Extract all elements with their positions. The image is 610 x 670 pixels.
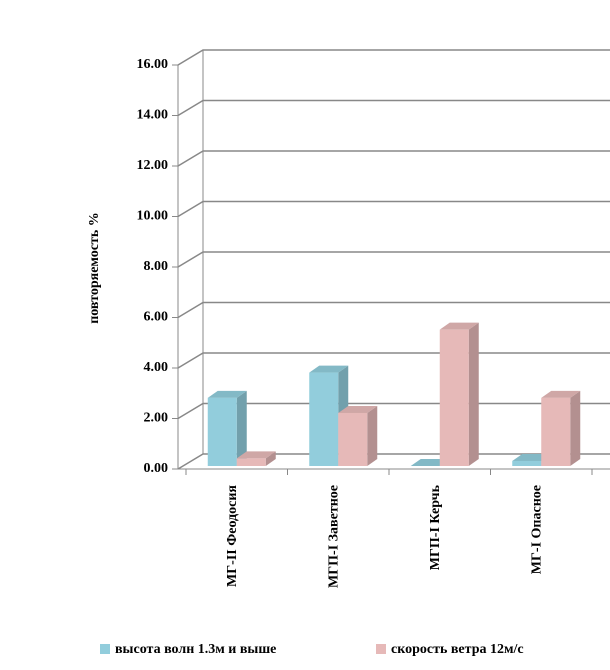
bar: [541, 390, 581, 466]
bar-top: [541, 390, 581, 398]
grid-line: [177, 200, 610, 218]
bar: [338, 405, 378, 466]
bar-top: [309, 365, 349, 373]
bar: [439, 322, 479, 466]
y-tick-label: 6.00: [144, 310, 169, 325]
bar-front: [338, 412, 368, 466]
bar-top: [236, 451, 276, 459]
y-tick-label: 8.00: [144, 259, 169, 274]
y-tick-label: 16.00: [137, 57, 169, 72]
bar-top: [439, 322, 479, 330]
bar-front: [309, 372, 339, 466]
grid-line: [177, 49, 610, 66]
x-tick-label: МГП-I Керчь: [428, 484, 443, 570]
y-tick-label: 2.00: [144, 411, 169, 426]
bar-front: [207, 397, 237, 466]
y-tick-label: 14.00: [137, 108, 169, 123]
y-tick-label: 0.00: [144, 461, 169, 476]
bar-top: [338, 405, 378, 413]
legend-swatch: [100, 644, 110, 654]
x-tick-label: МГ-I Опасное: [529, 485, 544, 574]
grid-line: [177, 301, 610, 319]
bar-side: [367, 405, 378, 466]
bar-front: [236, 458, 266, 466]
y-tick-label: 10.00: [137, 209, 169, 224]
y-tick-label: 4.00: [144, 360, 169, 375]
bar-top: [207, 390, 247, 398]
legend-label: высота волн 1.3м и выше: [115, 642, 276, 657]
x-tick-label: МГ-II Феодосия: [225, 485, 240, 587]
bar-side: [570, 390, 581, 466]
y-axis-label: повторяемость %: [87, 212, 102, 324]
bar-front: [541, 397, 571, 466]
legend-swatch: [376, 644, 386, 654]
bar-front: [439, 329, 469, 466]
bar-side: [468, 322, 479, 466]
bar: [236, 451, 276, 466]
bar-side: [236, 390, 247, 466]
grid-line: [177, 99, 610, 117]
grid-line: [177, 352, 610, 369]
x-tick-label: МГП-I Заветное: [326, 485, 341, 588]
grid-line: [177, 150, 610, 167]
grid-line: [177, 251, 610, 268]
bar: [207, 390, 247, 466]
bar-side: [265, 451, 276, 466]
bar-front: [512, 460, 542, 466]
y-tick-label: 12.00: [137, 158, 169, 173]
legend-label: скорость ветра 12м/с: [391, 642, 524, 657]
